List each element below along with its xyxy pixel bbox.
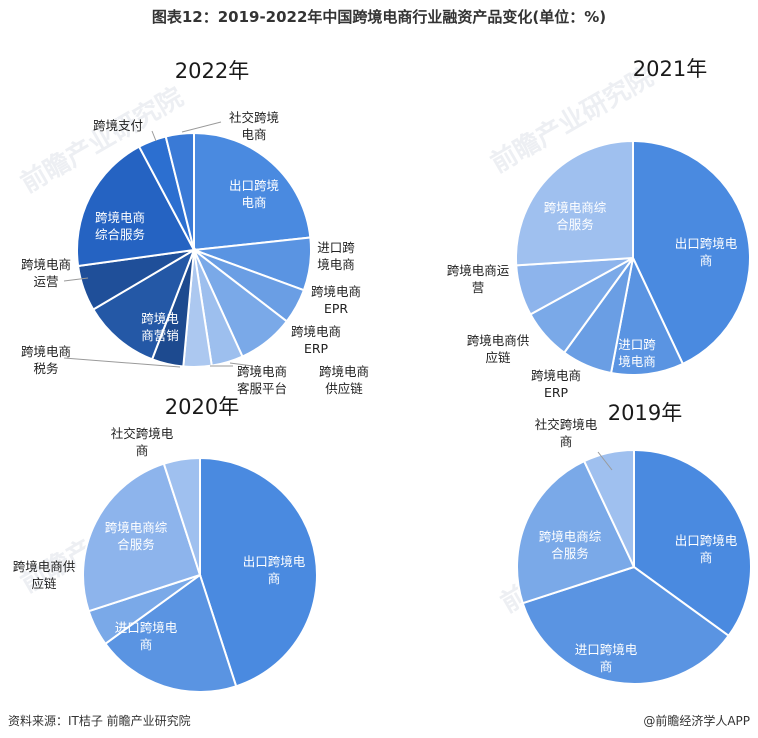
slice-label: 出口跨境电商 — [243, 554, 306, 586]
figure-title: 图表12：2019-2022年中国跨境电商行业融资产品变化(单位：%) — [151, 8, 607, 26]
slice-label: 进口跨境电商 — [115, 620, 178, 652]
pie-slice — [103, 573, 238, 693]
pie-slice — [515, 139, 634, 267]
slice-label: 社交跨境电商 — [535, 417, 598, 449]
slice-label: 出口跨境电商 — [675, 533, 738, 565]
slice-label: 跨境电商税务 — [21, 344, 71, 376]
leader-line — [597, 451, 613, 471]
slice-label: 跨境电商综合服务 — [105, 520, 168, 552]
slice-label: 进口跨境电商 — [618, 337, 656, 369]
pie-slice — [193, 131, 312, 252]
pie-slice — [516, 459, 636, 605]
slice-label: 跨境电商运营 — [447, 263, 510, 295]
pie-slice — [632, 139, 751, 366]
slice-label: 跨境电商 ERP — [531, 368, 581, 400]
brand-credit: @前瞻经济学人APP — [643, 714, 750, 728]
pie-slice — [76, 145, 196, 268]
slice-label: 进口跨境电商 — [317, 240, 355, 272]
leader-line — [229, 362, 254, 367]
pie-slice — [609, 254, 685, 376]
source-note: 资料来源：IT桔子 前瞻产业研究院 — [8, 714, 191, 728]
chart-title: 2022年 — [175, 59, 249, 83]
slice-label: 跨境电商 ERP — [291, 324, 341, 356]
slice-label: 跨境支付 — [93, 118, 143, 133]
chart-title: 2019年 — [608, 401, 682, 425]
slice-label: 跨境电商供应链 — [319, 364, 369, 396]
slice-label: 跨境电商运营 — [21, 257, 71, 289]
pie-slice — [633, 448, 752, 638]
leader-line — [181, 121, 222, 133]
chart-title: 2020年 — [165, 395, 239, 419]
slice-label: 跨境电商综合服务 — [95, 210, 145, 242]
pie-slice — [521, 565, 731, 685]
slice-label: 跨境电商 EPR — [311, 284, 361, 316]
slice-label: 跨境电商供应链 — [13, 559, 76, 591]
pie-slice — [82, 462, 202, 613]
slice-label: 社交跨境电商 — [229, 110, 279, 142]
leader-line — [63, 357, 181, 368]
slice-label: 跨境电商客服平台 — [237, 364, 287, 396]
slice-label: 进口跨境电商 — [575, 642, 638, 674]
pie-slice — [162, 456, 201, 576]
slice-label: 出口跨境电商 — [675, 236, 738, 268]
pie-slice — [199, 456, 318, 688]
slice-label: 跨境电商综合服务 — [544, 200, 607, 232]
leader-line — [151, 130, 157, 142]
pie-slice — [582, 448, 635, 568]
pie-slice — [91, 247, 196, 361]
leader-line — [63, 277, 89, 282]
chart-title: 2021年 — [633, 57, 707, 81]
slice-label: 跨境电商营销 — [141, 311, 179, 343]
slice-label: 出口跨境电商 — [229, 178, 279, 210]
slice-label: 社交跨境电商 — [111, 426, 174, 458]
pie-slice — [164, 131, 195, 251]
slice-label: 跨境电商供应链 — [467, 333, 530, 365]
slice-label: 跨境电商综合服务 — [539, 529, 602, 561]
